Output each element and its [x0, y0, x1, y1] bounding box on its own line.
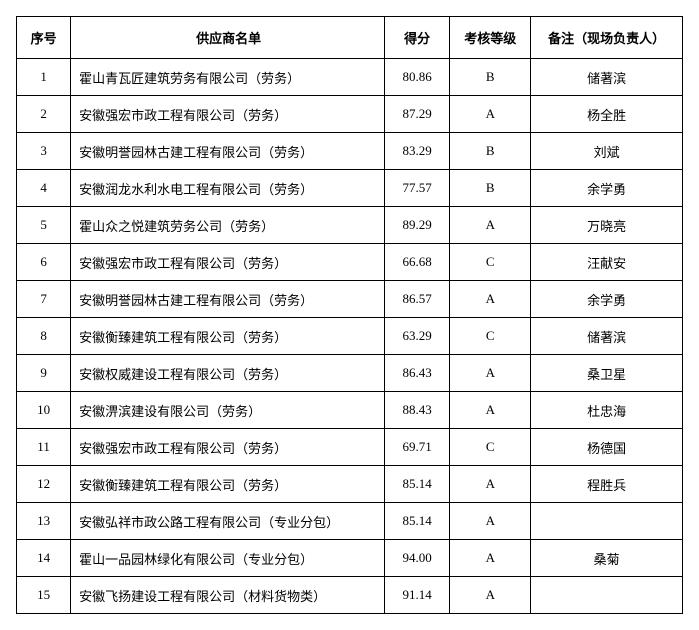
cell-grade: B — [450, 59, 531, 96]
table-row: 14霍山一品园林绿化有限公司（专业分包）94.00A桑菊 — [17, 540, 683, 577]
cell-name: 安徽润龙水利水电工程有限公司（劳务） — [71, 170, 385, 207]
cell-seq: 4 — [17, 170, 71, 207]
cell-remark: 桑卫星 — [531, 355, 683, 392]
cell-grade: A — [450, 207, 531, 244]
col-header-remark: 备注（现场负责人） — [531, 17, 683, 59]
cell-grade: A — [450, 96, 531, 133]
cell-grade: A — [450, 503, 531, 540]
cell-name: 安徽飞扬建设工程有限公司（材料货物类） — [71, 577, 385, 614]
cell-remark: 杜忠海 — [531, 392, 683, 429]
supplier-table: 序号 供应商名单 得分 考核等级 备注（现场负责人） 1霍山青瓦匠建筑劳务有限公… — [16, 16, 683, 614]
col-header-seq: 序号 — [17, 17, 71, 59]
cell-seq: 3 — [17, 133, 71, 170]
cell-score: 89.29 — [385, 207, 450, 244]
cell-remark — [531, 577, 683, 614]
table-row: 2安徽强宏市政工程有限公司（劳务）87.29A杨全胜 — [17, 96, 683, 133]
table-row: 8安徽衡臻建筑工程有限公司（劳务）63.29C储著滨 — [17, 318, 683, 355]
cell-score: 88.43 — [385, 392, 450, 429]
cell-grade: A — [450, 392, 531, 429]
table-row: 10安徽淠滨建设有限公司（劳务）88.43A杜忠海 — [17, 392, 683, 429]
cell-grade: A — [450, 577, 531, 614]
cell-seq: 8 — [17, 318, 71, 355]
cell-name: 霍山一品园林绿化有限公司（专业分包） — [71, 540, 385, 577]
cell-seq: 1 — [17, 59, 71, 96]
cell-grade: C — [450, 429, 531, 466]
cell-remark: 汪献安 — [531, 244, 683, 281]
cell-remark: 余学勇 — [531, 281, 683, 318]
cell-name: 安徽强宏市政工程有限公司（劳务） — [71, 429, 385, 466]
cell-grade: C — [450, 318, 531, 355]
cell-seq: 10 — [17, 392, 71, 429]
cell-seq: 2 — [17, 96, 71, 133]
cell-score: 77.57 — [385, 170, 450, 207]
cell-name: 安徽衡臻建筑工程有限公司（劳务） — [71, 466, 385, 503]
table-row: 6安徽强宏市政工程有限公司（劳务）66.68C汪献安 — [17, 244, 683, 281]
col-header-grade: 考核等级 — [450, 17, 531, 59]
cell-grade: A — [450, 540, 531, 577]
cell-grade: C — [450, 244, 531, 281]
cell-seq: 15 — [17, 577, 71, 614]
cell-remark: 杨德国 — [531, 429, 683, 466]
cell-name: 安徽衡臻建筑工程有限公司（劳务） — [71, 318, 385, 355]
cell-seq: 7 — [17, 281, 71, 318]
cell-remark: 余学勇 — [531, 170, 683, 207]
cell-seq: 14 — [17, 540, 71, 577]
cell-grade: A — [450, 281, 531, 318]
cell-score: 69.71 — [385, 429, 450, 466]
cell-seq: 11 — [17, 429, 71, 466]
cell-name: 安徽弘祥市政公路工程有限公司（专业分包） — [71, 503, 385, 540]
table-header-row: 序号 供应商名单 得分 考核等级 备注（现场负责人） — [17, 17, 683, 59]
cell-score: 83.29 — [385, 133, 450, 170]
cell-score: 85.14 — [385, 503, 450, 540]
cell-name: 安徽强宏市政工程有限公司（劳务） — [71, 244, 385, 281]
cell-grade: A — [450, 466, 531, 503]
cell-remark: 杨全胜 — [531, 96, 683, 133]
col-header-score: 得分 — [385, 17, 450, 59]
cell-score: 87.29 — [385, 96, 450, 133]
cell-grade: B — [450, 170, 531, 207]
cell-remark: 刘斌 — [531, 133, 683, 170]
table-body: 1霍山青瓦匠建筑劳务有限公司（劳务）80.86B储著滨2安徽强宏市政工程有限公司… — [17, 59, 683, 614]
table-row: 3安徽明誉园林古建工程有限公司（劳务）83.29B刘斌 — [17, 133, 683, 170]
cell-remark: 桑菊 — [531, 540, 683, 577]
cell-score: 86.43 — [385, 355, 450, 392]
table-row: 4安徽润龙水利水电工程有限公司（劳务）77.57B余学勇 — [17, 170, 683, 207]
cell-name: 安徽权威建设工程有限公司（劳务） — [71, 355, 385, 392]
cell-remark — [531, 503, 683, 540]
table-row: 13安徽弘祥市政公路工程有限公司（专业分包）85.14A — [17, 503, 683, 540]
cell-remark: 万晓亮 — [531, 207, 683, 244]
cell-score: 94.00 — [385, 540, 450, 577]
table-row: 15安徽飞扬建设工程有限公司（材料货物类）91.14A — [17, 577, 683, 614]
cell-name: 安徽强宏市政工程有限公司（劳务） — [71, 96, 385, 133]
cell-score: 91.14 — [385, 577, 450, 614]
cell-seq: 6 — [17, 244, 71, 281]
cell-seq: 5 — [17, 207, 71, 244]
table-row: 7安徽明誉园林古建工程有限公司（劳务）86.57A余学勇 — [17, 281, 683, 318]
cell-score: 80.86 — [385, 59, 450, 96]
cell-grade: B — [450, 133, 531, 170]
cell-name: 安徽明誉园林古建工程有限公司（劳务） — [71, 281, 385, 318]
cell-remark: 程胜兵 — [531, 466, 683, 503]
cell-score: 85.14 — [385, 466, 450, 503]
cell-seq: 12 — [17, 466, 71, 503]
table-row: 5霍山众之悦建筑劳务公司（劳务）89.29A万晓亮 — [17, 207, 683, 244]
cell-score: 63.29 — [385, 318, 450, 355]
col-header-name: 供应商名单 — [71, 17, 385, 59]
table-row: 12安徽衡臻建筑工程有限公司（劳务）85.14A程胜兵 — [17, 466, 683, 503]
cell-score: 66.68 — [385, 244, 450, 281]
cell-remark: 储著滨 — [531, 318, 683, 355]
cell-seq: 9 — [17, 355, 71, 392]
table-row: 1霍山青瓦匠建筑劳务有限公司（劳务）80.86B储著滨 — [17, 59, 683, 96]
table-row: 9安徽权威建设工程有限公司（劳务）86.43A桑卫星 — [17, 355, 683, 392]
cell-seq: 13 — [17, 503, 71, 540]
table-row: 11安徽强宏市政工程有限公司（劳务）69.71C杨德国 — [17, 429, 683, 466]
cell-remark: 储著滨 — [531, 59, 683, 96]
cell-name: 霍山众之悦建筑劳务公司（劳务） — [71, 207, 385, 244]
cell-name: 霍山青瓦匠建筑劳务有限公司（劳务） — [71, 59, 385, 96]
cell-grade: A — [450, 355, 531, 392]
cell-name: 安徽明誉园林古建工程有限公司（劳务） — [71, 133, 385, 170]
cell-name: 安徽淠滨建设有限公司（劳务） — [71, 392, 385, 429]
cell-score: 86.57 — [385, 281, 450, 318]
